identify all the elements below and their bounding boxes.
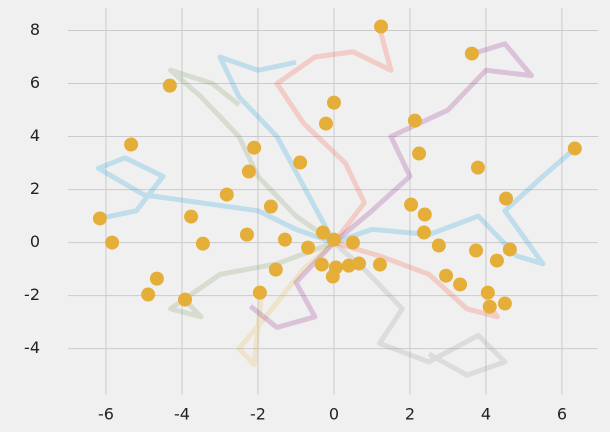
end-point	[341, 258, 356, 273]
end-point	[184, 209, 199, 224]
end-point	[489, 253, 504, 268]
end-point	[464, 46, 479, 61]
end-point	[345, 235, 360, 250]
end-point	[268, 262, 283, 277]
marks	[95, 27, 575, 378]
end-point	[470, 160, 485, 175]
end-point	[439, 268, 454, 283]
end-point	[326, 232, 341, 247]
end-point	[318, 116, 333, 131]
x-tick-label: 2	[405, 405, 415, 424]
end-point	[92, 211, 107, 226]
end-point	[374, 19, 389, 34]
end-point	[326, 95, 341, 110]
x-tick-label: -6	[98, 405, 114, 424]
end-point	[277, 232, 292, 247]
walk-line	[333, 240, 500, 320]
y-tick-label: 6	[30, 73, 40, 92]
end-point	[301, 240, 316, 255]
walk-line	[236, 240, 336, 368]
end-point	[416, 225, 431, 240]
x-tick-label: 6	[557, 405, 567, 424]
end-point	[219, 187, 234, 202]
end-point	[325, 269, 340, 284]
walk-line	[332, 41, 535, 245]
y-tick-label: 2	[30, 179, 40, 198]
end-point	[124, 137, 139, 152]
end-point	[417, 207, 432, 222]
walk-line	[274, 27, 394, 245]
end-point	[315, 225, 330, 240]
end-point	[431, 238, 446, 253]
end-point	[567, 141, 582, 156]
y-tick-label: -2	[24, 285, 40, 304]
x-tick-label: 4	[481, 405, 491, 424]
y-tick-label: 8	[30, 20, 40, 39]
x-tick-label: 0	[329, 405, 339, 424]
end-point	[149, 271, 164, 286]
end-point	[412, 146, 427, 161]
end-point	[241, 164, 256, 179]
end-point	[178, 292, 193, 307]
end-point	[314, 257, 329, 272]
end-point	[499, 191, 514, 206]
end-point	[502, 242, 517, 257]
walk-line	[168, 67, 336, 245]
end-point	[480, 285, 495, 300]
end-point	[407, 113, 422, 128]
y-tick-label: 4	[30, 126, 40, 145]
walk-line	[333, 147, 575, 267]
end-point	[469, 243, 484, 258]
x-tick-label: -2	[250, 405, 266, 424]
end-point	[252, 285, 267, 300]
x-tick-label: -4	[174, 405, 190, 424]
y-tick-label: 0	[30, 232, 40, 251]
walk-line	[217, 54, 337, 244]
end-point	[247, 140, 262, 155]
end-point	[195, 236, 210, 251]
end-point	[497, 296, 512, 311]
end-point	[239, 227, 254, 242]
end-point	[263, 199, 278, 214]
end-point	[404, 197, 419, 212]
y-tick-label: -4	[24, 338, 40, 357]
walk-line	[95, 155, 335, 245]
end-point	[162, 78, 177, 93]
end-point	[293, 155, 308, 170]
end-point	[372, 257, 387, 272]
end-point	[105, 235, 120, 250]
walk-line	[248, 240, 336, 330]
end-point	[482, 299, 497, 314]
walk-line	[168, 240, 335, 320]
end-point	[141, 287, 156, 302]
walk-line	[332, 240, 508, 378]
end-point	[453, 277, 468, 292]
